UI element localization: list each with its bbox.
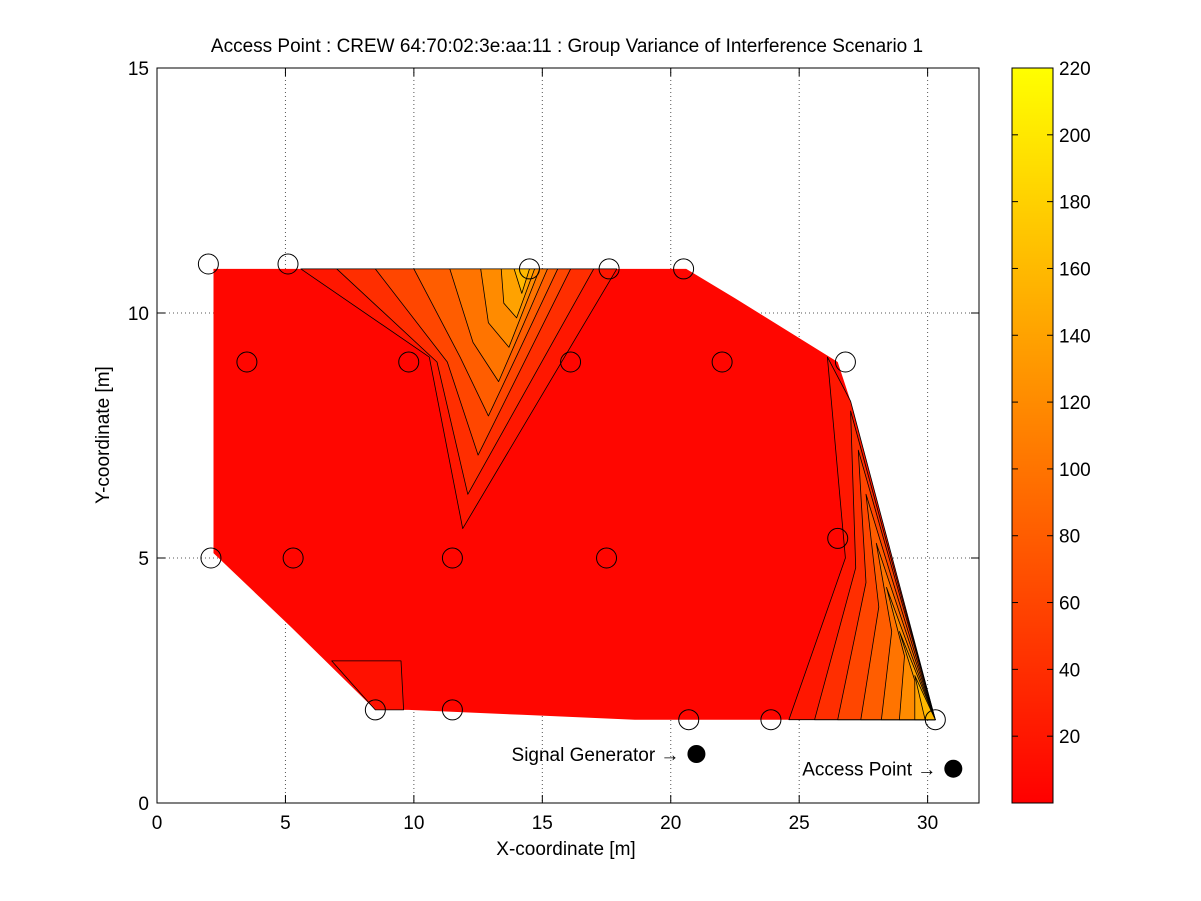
measurement-point xyxy=(760,709,782,731)
measurement-points xyxy=(197,253,946,731)
colorbar-tick-label: 200 xyxy=(1059,126,1091,147)
x-tick-label: 15 xyxy=(532,813,553,834)
y-tick-label: 5 xyxy=(138,549,149,570)
y-tick-label: 10 xyxy=(128,304,149,325)
contour-band xyxy=(513,268,530,294)
measurement-point xyxy=(200,547,222,569)
marker-label: Access Point → xyxy=(802,760,936,781)
contour-band xyxy=(213,268,936,720)
x-tick-label: 25 xyxy=(789,813,810,834)
x-axis-label: X-coordinate [m] xyxy=(496,839,635,860)
measurement-point xyxy=(924,709,946,731)
colorbar-tick-label: 60 xyxy=(1059,594,1080,615)
measurement-point xyxy=(236,351,258,373)
measurement-point xyxy=(560,351,582,373)
chart-title: Access Point : CREW 64:70:02:3e:aa:11 : … xyxy=(211,36,923,57)
x-tick-label: 30 xyxy=(917,813,938,834)
measurement-point xyxy=(441,547,463,569)
measurement-point xyxy=(518,258,540,280)
measurement-point xyxy=(596,547,618,569)
y-tick-label: 0 xyxy=(138,794,149,815)
measurement-point xyxy=(834,351,856,373)
measurement-point xyxy=(827,527,849,549)
marker-dot xyxy=(687,745,706,763)
contour-band xyxy=(914,675,936,721)
contour-band xyxy=(875,542,936,721)
x-tick-label: 5 xyxy=(280,813,291,834)
colorbar-tick-label: 40 xyxy=(1059,660,1080,681)
measurement-point xyxy=(277,253,299,275)
measurement-point xyxy=(711,351,733,373)
x-tick-label: 0 xyxy=(152,813,163,834)
colorbar-tick-label: 120 xyxy=(1059,393,1091,414)
colorbar-tick-label: 180 xyxy=(1059,193,1091,214)
contour-fill xyxy=(213,268,936,721)
measurement-point xyxy=(673,258,695,280)
x-axis-ticks: 0 5 10 15 20 25 30 xyxy=(152,68,938,834)
marker-label: Signal Generator → xyxy=(512,745,680,766)
contour-band xyxy=(899,631,936,721)
colorbar-tick-label: 20 xyxy=(1059,727,1080,748)
measurement-point xyxy=(678,709,700,731)
x-tick-label: 20 xyxy=(660,813,681,834)
x-tick-label: 10 xyxy=(403,813,424,834)
plot-frame xyxy=(156,67,980,804)
colorbar-tick-label: 100 xyxy=(1059,460,1091,481)
colorbar-ticks: 20 40 60 80 100 120 140 160 180 200 220 xyxy=(1012,59,1091,748)
colorbar-tick-label: 140 xyxy=(1059,326,1091,347)
y-axis-label: Y-coordinate [m] xyxy=(93,366,114,504)
colorbar-tick-label: 220 xyxy=(1059,59,1091,80)
measurement-point xyxy=(398,351,420,373)
measurement-point xyxy=(364,699,386,721)
measurement-point xyxy=(598,258,620,280)
measurement-point xyxy=(197,253,219,275)
measurement-point xyxy=(441,699,463,721)
contour-band xyxy=(886,587,936,721)
colorbar-tick-label: 160 xyxy=(1059,259,1091,280)
y-tick-label: 15 xyxy=(128,59,149,80)
colorbar xyxy=(1011,67,1054,804)
y-axis-ticks: 0 5 10 15 xyxy=(128,59,979,815)
markers: Signal Generator → Access Point → xyxy=(512,745,963,781)
measurement-point xyxy=(282,547,304,569)
contour-band xyxy=(331,660,405,711)
marker-dot xyxy=(944,759,963,778)
colorbar-tick-label: 80 xyxy=(1059,527,1080,548)
